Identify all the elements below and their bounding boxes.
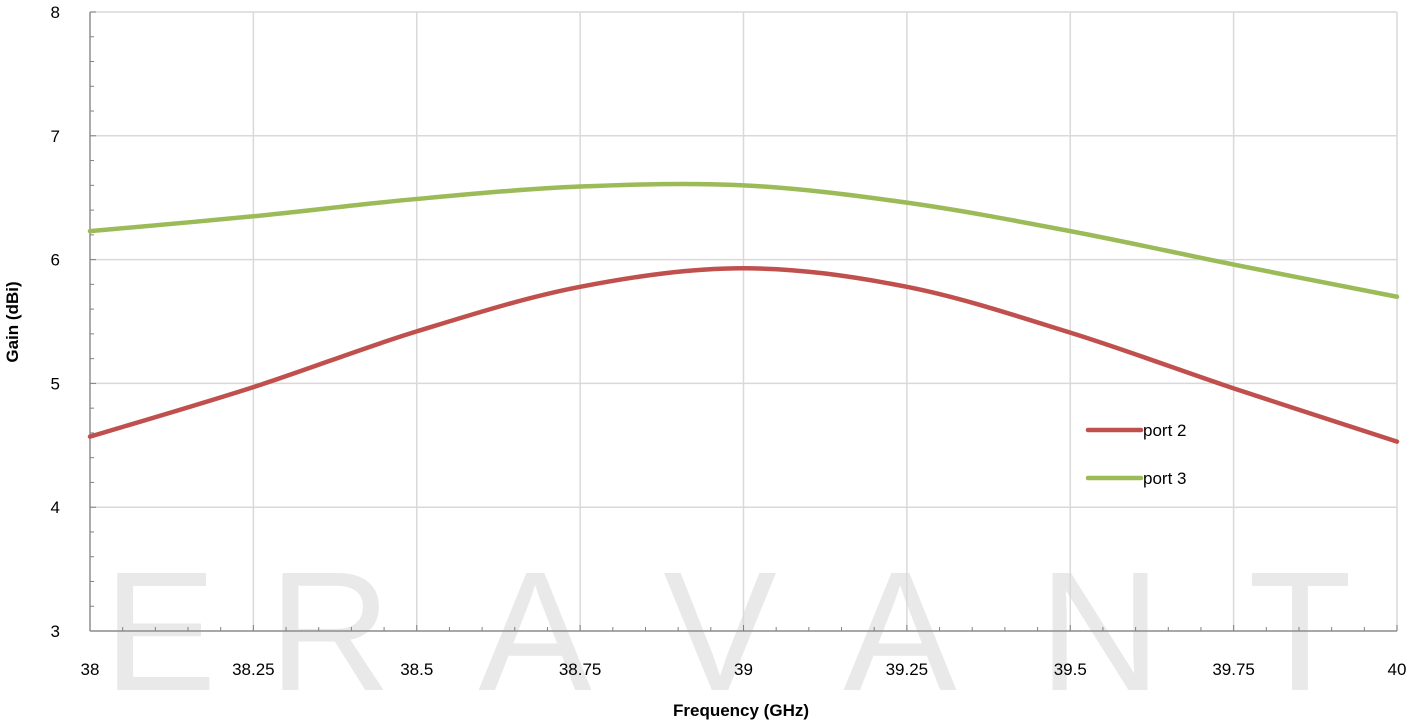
x-tick-label: 39.5 — [1054, 660, 1087, 679]
x-tick-label: 39.25 — [886, 660, 929, 679]
watermark-letter: E — [103, 537, 216, 723]
x-tick-label: 40 — [1388, 660, 1407, 679]
legend-label: port 3 — [1143, 469, 1186, 488]
watermark-letter: R — [269, 537, 392, 723]
x-axis-title: Frequency (GHz) — [673, 701, 809, 720]
watermark-letter: A — [478, 537, 592, 723]
x-tick-label: 38.25 — [232, 660, 275, 679]
y-tick-label: 6 — [51, 251, 60, 270]
y-tick-label: 5 — [51, 374, 60, 393]
watermark-letter: T — [1248, 537, 1352, 723]
watermark-letter: V — [663, 537, 776, 723]
tick-labels: 38 38.25 38.5 38.75 39 39.25 39.5 39.75 40 3 4 5 6 7 8 — [51, 3, 1407, 679]
series-line-port-2 — [87, 266, 1400, 444]
y-axis-title: Gain (dBi) — [3, 281, 22, 362]
x-tick-label: 39 — [734, 660, 753, 679]
x-tick-label: 38 — [81, 660, 100, 679]
data-series — [87, 181, 1400, 444]
watermark-letter: N — [1039, 537, 1162, 723]
x-tick-label: 38.75 — [559, 660, 602, 679]
series-line-port-3 — [87, 181, 1400, 299]
legend: port 2 port 3 — [1085, 421, 1186, 488]
tick-marks — [89, 11, 1398, 632]
x-tick-label: 38.5 — [400, 660, 433, 679]
y-tick-label: 4 — [51, 498, 60, 517]
y-tick-label: 8 — [51, 3, 60, 22]
y-tick-label: 7 — [51, 127, 60, 146]
x-tick-label: 39.75 — [1212, 660, 1255, 679]
legend-label: port 2 — [1143, 421, 1186, 440]
watermark-letter: A — [843, 537, 957, 723]
y-tick-label: 3 — [51, 622, 60, 641]
